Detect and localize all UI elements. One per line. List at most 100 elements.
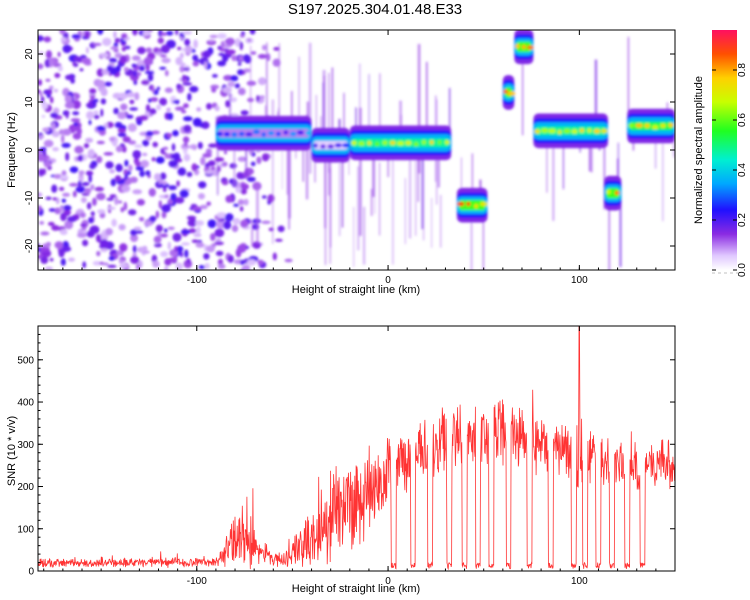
spectrogram-noise-blob: [57, 51, 61, 58]
spectrogram-noise-blob: [144, 70, 155, 75]
spectrogram-noise-blob: [74, 145, 84, 154]
spectrogram-noise-blob: [129, 99, 135, 105]
spectrogram-noise-blob: [44, 266, 53, 270]
spectrogram-streak: [448, 88, 451, 143]
spectrogram-streak: [338, 149, 341, 237]
spectrogram-noise-blob: [191, 239, 199, 243]
spectrogram-streak: [608, 193, 611, 270]
spectrogram-streak: [233, 133, 236, 188]
spectrogram-noise-blob: [82, 239, 89, 247]
spectrogram-noise-blob: [84, 30, 91, 38]
spectrogram-noise-blob: [204, 263, 210, 270]
spectrogram-noise-blob: [151, 157, 156, 162]
spectrogram-noise-blob: [103, 152, 114, 156]
spectrogram-noise-blob: [145, 47, 153, 53]
spectrogram-xlabel: Height of straight line (km): [292, 284, 420, 296]
spectrogram-streak: [359, 107, 362, 236]
spectrogram-noise-blob: [120, 207, 125, 213]
spectrogram-streak: [409, 126, 412, 239]
spectrogram-ytick-label: -20: [24, 238, 35, 253]
spectrogram-noise-blob: [62, 128, 72, 136]
spectrogram-noise-blob: [158, 200, 162, 209]
spectrogram-noise-blob: [86, 102, 94, 108]
spectrogram-noise-blob: [40, 256, 49, 264]
spectrogram-noise-blob: [243, 68, 251, 73]
spectrogram-noise-blob: [114, 52, 123, 59]
spectrogram-noise-blob: [195, 220, 205, 227]
spectrogram-noise-blob: [59, 30, 66, 35]
spectrogram-noise-blob: [109, 136, 116, 142]
spectrogram-noise-blob: [113, 49, 119, 53]
spectrogram-noise-blob: [38, 79, 43, 86]
spectrogram-noise-blob: [89, 225, 100, 234]
spectrogram-noise-blob: [257, 259, 264, 266]
spectrogram-noise-blob: [53, 88, 59, 93]
spectrogram-noise-blob: [38, 168, 45, 177]
spectrogram-noise-blob: [85, 46, 89, 54]
spectrogram-noise-blob: [193, 39, 199, 49]
spectrogram-noise-blob: [195, 242, 205, 248]
spectrogram-noise-blob: [237, 62, 242, 66]
spectrogram-hot-blob: [515, 44, 520, 49]
spectrogram-hot-blob: [305, 130, 311, 136]
spectrogram-noise-blob: [159, 172, 167, 180]
spectrogram-noise-blob: [62, 44, 72, 54]
spectrogram-noise-blob: [216, 212, 227, 219]
spectrogram-hot-blob: [457, 201, 465, 207]
spectrogram-noise-blob: [49, 96, 54, 104]
spectrogram-noise-blob: [38, 135, 45, 139]
snr-ytick-label: 200: [17, 482, 34, 493]
spectrogram-streak: [562, 130, 565, 190]
spectrogram-noise-blob: [256, 95, 260, 102]
spectrogram-streak: [617, 142, 619, 194]
spectrogram-noise-blob: [122, 136, 131, 143]
spectrogram-noise-blob: [155, 52, 164, 56]
spectrogram-noise-blob: [54, 241, 64, 249]
spectrogram-streak: [314, 145, 316, 183]
spectrogram-hot-blob: [327, 144, 335, 149]
spectrogram-noise-blob: [172, 100, 180, 104]
spectrogram-streak: [322, 82, 324, 146]
spectrogram-noise-blob: [90, 184, 95, 191]
spectrogram-hot-blob: [267, 131, 275, 136]
spectrogram-noise-blob: [250, 161, 256, 167]
spectrogram-hot-blob: [396, 141, 405, 146]
spectrogram-noise-blob: [52, 147, 59, 152]
spectrogram-noise-blob: [164, 87, 173, 93]
spectrogram-noise-blob: [240, 110, 249, 116]
spectrogram-noise-blob: [88, 217, 94, 224]
spectrogram-noise-blob: [261, 44, 267, 51]
spectrogram-noise-blob: [133, 226, 142, 231]
spectrogram-noise-blob: [181, 110, 187, 114]
spectrogram-noise-blob: [120, 103, 128, 111]
spectrogram-noise-blob: [217, 60, 227, 67]
spectrogram-streak: [439, 194, 442, 248]
spectrogram-noise-blob: [155, 156, 165, 164]
spectrogram-noise-blob: [206, 245, 215, 253]
spectrogram-noise-blob: [145, 170, 151, 176]
colorbar-tick-label: 0.2: [737, 213, 748, 227]
colorbar: 0.0 0.2 0.4 0.6 0.8 Normalized spectral ampl…: [693, 30, 748, 277]
spectrogram-noise-blob: [178, 171, 184, 176]
spectrogram-noise-blob: [142, 139, 150, 147]
spectrogram-noise-blob: [180, 144, 191, 149]
spectrogram-noise-blob: [183, 124, 192, 133]
spectrogram-noise-blob: [198, 181, 207, 189]
colorbar-tick-label: 0.4: [737, 163, 748, 177]
spectrogram-noise-blob: [184, 38, 191, 47]
spectrogram-noise-blob: [65, 74, 74, 81]
spectrogram-noise-blob: [150, 97, 158, 102]
spectrogram-streak: [619, 193, 622, 267]
spectrogram-noise-blob: [222, 161, 228, 167]
spectrogram-streak: [362, 206, 366, 265]
spectrogram-hot-blob: [651, 125, 659, 130]
snr-ytick-label: 0: [28, 567, 34, 578]
spectrogram-xtick-label: 100: [571, 275, 588, 286]
spectrogram-noise-blob: [252, 241, 261, 249]
spectrogram-noise-blob: [113, 30, 117, 39]
spectrogram-noise-blob: [132, 150, 142, 159]
spectrogram-noise-blob: [136, 119, 143, 126]
spectrogram-noise-blob: [45, 78, 51, 82]
spectrogram-hot-blob: [429, 140, 434, 145]
spectrogram-noise-blob: [159, 182, 170, 188]
